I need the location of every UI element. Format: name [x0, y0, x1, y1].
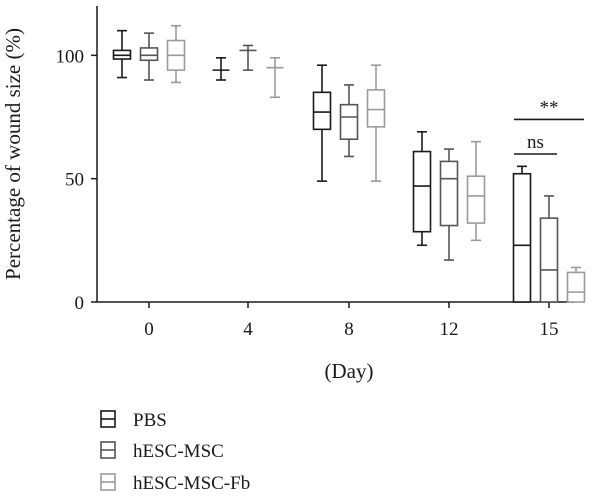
box-body — [466, 175, 486, 224]
y-tick-label: 100 — [56, 46, 85, 67]
x-tick-label: 8 — [344, 319, 354, 340]
box-body — [339, 103, 359, 140]
box-body — [566, 271, 586, 303]
box-series-hesc-msc — [139, 32, 559, 303]
y-tick-label: 50 — [65, 170, 84, 191]
legend-label: PBS — [133, 410, 167, 431]
legend-label: hESC-MSC — [133, 441, 224, 462]
x-ticks: 0 4 8 12 15 — [144, 302, 559, 340]
y-ticks: 0 50 100 — [56, 46, 97, 314]
legend: PBS hESC-MSC hESC-MSC-Fb — [100, 410, 250, 494]
box-body — [439, 160, 459, 227]
box-series-pbs — [112, 29, 532, 303]
x-axis-title: (Day) — [325, 359, 374, 383]
box-series-hesc-msc-fb — [166, 24, 586, 303]
box-body — [512, 172, 532, 303]
significance-label: ns — [527, 132, 544, 153]
box-body — [312, 91, 332, 131]
significance-annotations: ** ns — [514, 97, 584, 155]
x-tick-label: 15 — [540, 319, 559, 340]
box-body — [539, 217, 559, 303]
x-tick-label: 0 — [144, 319, 154, 340]
legend-label: hESC-MSC-Fb — [133, 473, 250, 494]
box-body — [412, 150, 432, 233]
x-tick-label: 12 — [440, 319, 459, 340]
y-tick-label: 0 — [75, 293, 85, 314]
box-series-group — [112, 24, 586, 303]
x-tick-label: 4 — [243, 319, 253, 340]
box-body — [139, 47, 159, 62]
y-axis-title: Percentage of wound size (%) — [1, 28, 25, 280]
significance-label: ** — [540, 97, 559, 118]
box-body — [366, 89, 386, 128]
